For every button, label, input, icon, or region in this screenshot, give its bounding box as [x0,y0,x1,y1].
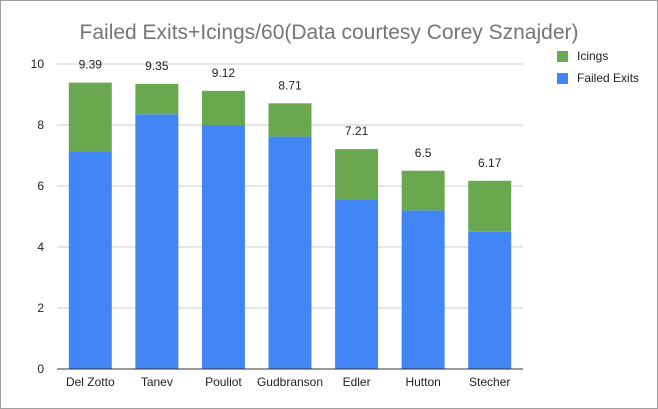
x-tick-label: Stecher [469,375,510,389]
bar-icings-0 [68,82,112,152]
bar-icings-3 [268,103,312,137]
y-tick-label: 4 [37,240,44,254]
chart-title: Failed Exits+Icings/60(Data courtesy Cor… [80,21,579,44]
x-tick-label: Pouliot [205,375,242,389]
y-axis-ticks: 0 2 4 6 8 10 [31,57,45,376]
y-tick-label: 0 [37,362,44,376]
bar-failed-exits-5 [401,210,445,369]
bar-icings-1 [135,83,179,115]
total-label: 7.21 [345,124,369,138]
legend-label: Failed Exits [577,71,639,85]
bar-icings-4 [335,149,379,200]
bar-icings-6 [468,180,512,232]
x-tick-label: Del Zotto [66,375,115,389]
x-tick-label: Gudbranson [257,375,323,389]
bar-failed-exits-3 [268,136,312,369]
x-tick-label: Tanev [141,375,173,389]
bar-icings-2 [201,90,245,125]
data-labels: 9.39 9.35 9.12 8.71 7.21 6.5 6.17 [79,58,502,170]
bar-icings-5 [401,170,445,211]
total-label: 9.39 [79,58,103,72]
y-tick-label: 8 [37,118,44,132]
x-axis-ticks: Del Zotto Tanev Pouliot Gudbranson Edler Hutt… [66,375,510,389]
y-tick-label: 10 [31,57,45,71]
y-tick-label: 2 [37,301,44,315]
y-tick-label: 6 [37,179,44,193]
legend-swatch-icings [557,51,568,62]
total-label: 8.71 [278,78,302,92]
bar-failed-exits-4 [335,199,379,369]
legend-label: Icings [577,49,608,63]
x-tick-label: Hutton [405,375,440,389]
x-tick-label: Edler [343,375,371,389]
total-label: 9.35 [145,59,169,73]
total-label: 6.17 [478,156,502,170]
bars [68,82,512,369]
legend-swatch-failed-exits [557,73,568,84]
bar-failed-exits-0 [68,151,112,369]
bar-failed-exits-6 [468,231,512,369]
bar-failed-exits-2 [201,125,245,369]
total-label: 9.12 [212,66,236,80]
total-label: 6.5 [415,146,432,160]
legend: Icings Failed Exits [557,49,639,85]
bar-failed-exits-1 [135,114,179,369]
